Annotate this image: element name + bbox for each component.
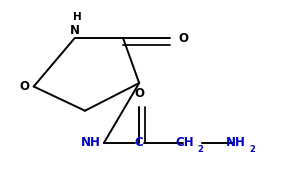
Text: O: O xyxy=(19,80,29,93)
Text: C: C xyxy=(135,136,144,149)
Text: CH: CH xyxy=(175,136,194,149)
Text: NH: NH xyxy=(81,136,101,149)
Text: 2: 2 xyxy=(197,145,203,154)
Text: O: O xyxy=(134,87,144,100)
Text: N: N xyxy=(70,24,80,37)
Text: O: O xyxy=(179,31,189,45)
Text: H: H xyxy=(73,12,82,22)
Text: 2: 2 xyxy=(249,145,255,154)
Text: NH: NH xyxy=(226,136,246,149)
